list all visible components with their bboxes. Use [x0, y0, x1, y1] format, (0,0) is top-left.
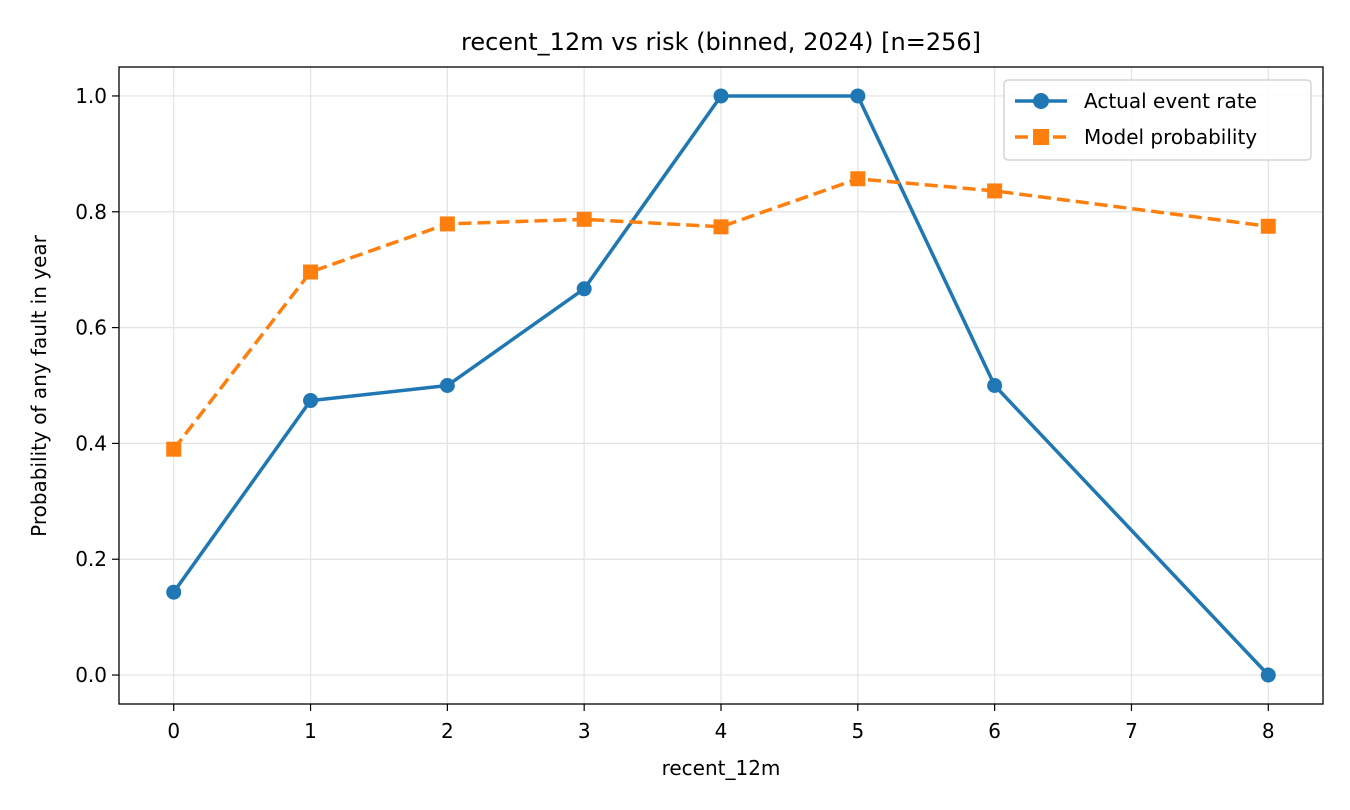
x-tick-label: 0 [167, 719, 180, 743]
data-point [850, 171, 866, 187]
x-tick-label: 8 [1262, 719, 1275, 743]
y-tick-label: 0.2 [75, 547, 107, 571]
x-tick-label: 1 [304, 719, 317, 743]
x-axis-title: recent_12m [662, 756, 781, 780]
data-point [166, 441, 182, 457]
y-axis-title: Probability of any fault in year [27, 234, 51, 537]
data-point [166, 584, 182, 600]
legend-label-actual: Actual event rate [1084, 89, 1257, 113]
series-layer [166, 88, 1276, 683]
data-point [850, 88, 866, 104]
data-point [303, 393, 319, 409]
x-tick-label: 7 [1125, 719, 1138, 743]
x-tick-label: 3 [578, 719, 591, 743]
x-tick-label: 4 [715, 719, 728, 743]
data-point [987, 378, 1003, 393]
series-line-1 [172, 177, 1269, 451]
data-point [1260, 667, 1276, 683]
data-point [987, 183, 1003, 199]
legend-marker-model [1033, 129, 1049, 145]
y-tick-label: 1.0 [75, 84, 107, 108]
grid-lines [119, 67, 1323, 704]
x-tick-label: 5 [851, 719, 864, 743]
data-point [439, 216, 455, 232]
x-tick-label: 6 [988, 719, 1001, 743]
data-point [303, 264, 319, 280]
data-point [439, 378, 455, 393]
legend-label-model: Model probability [1084, 125, 1257, 149]
series-line-0 [172, 94, 1270, 677]
chart-title: recent_12m vs risk (binned, 2024) [n=256… [461, 28, 981, 56]
axis-ticks: 0 1 2 3 4 5 6 7 8 0.0 0.2 0.4 0.6 0.8 1.0 [75, 84, 1274, 743]
data-point [713, 219, 729, 235]
y-tick-label: 0.0 [75, 663, 107, 687]
y-tick-label: 0.8 [75, 200, 107, 224]
y-tick-label: 0.6 [75, 316, 107, 340]
data-point [576, 211, 592, 227]
data-point [576, 281, 592, 297]
legend: Actual event rate Model probability [1003, 79, 1312, 161]
data-point [1260, 218, 1276, 234]
data-point [713, 88, 729, 104]
y-tick-label: 0.4 [75, 431, 107, 455]
legend-frame [1003, 79, 1312, 161]
legend-marker-actual [1033, 93, 1049, 109]
x-tick-label: 2 [441, 719, 454, 743]
